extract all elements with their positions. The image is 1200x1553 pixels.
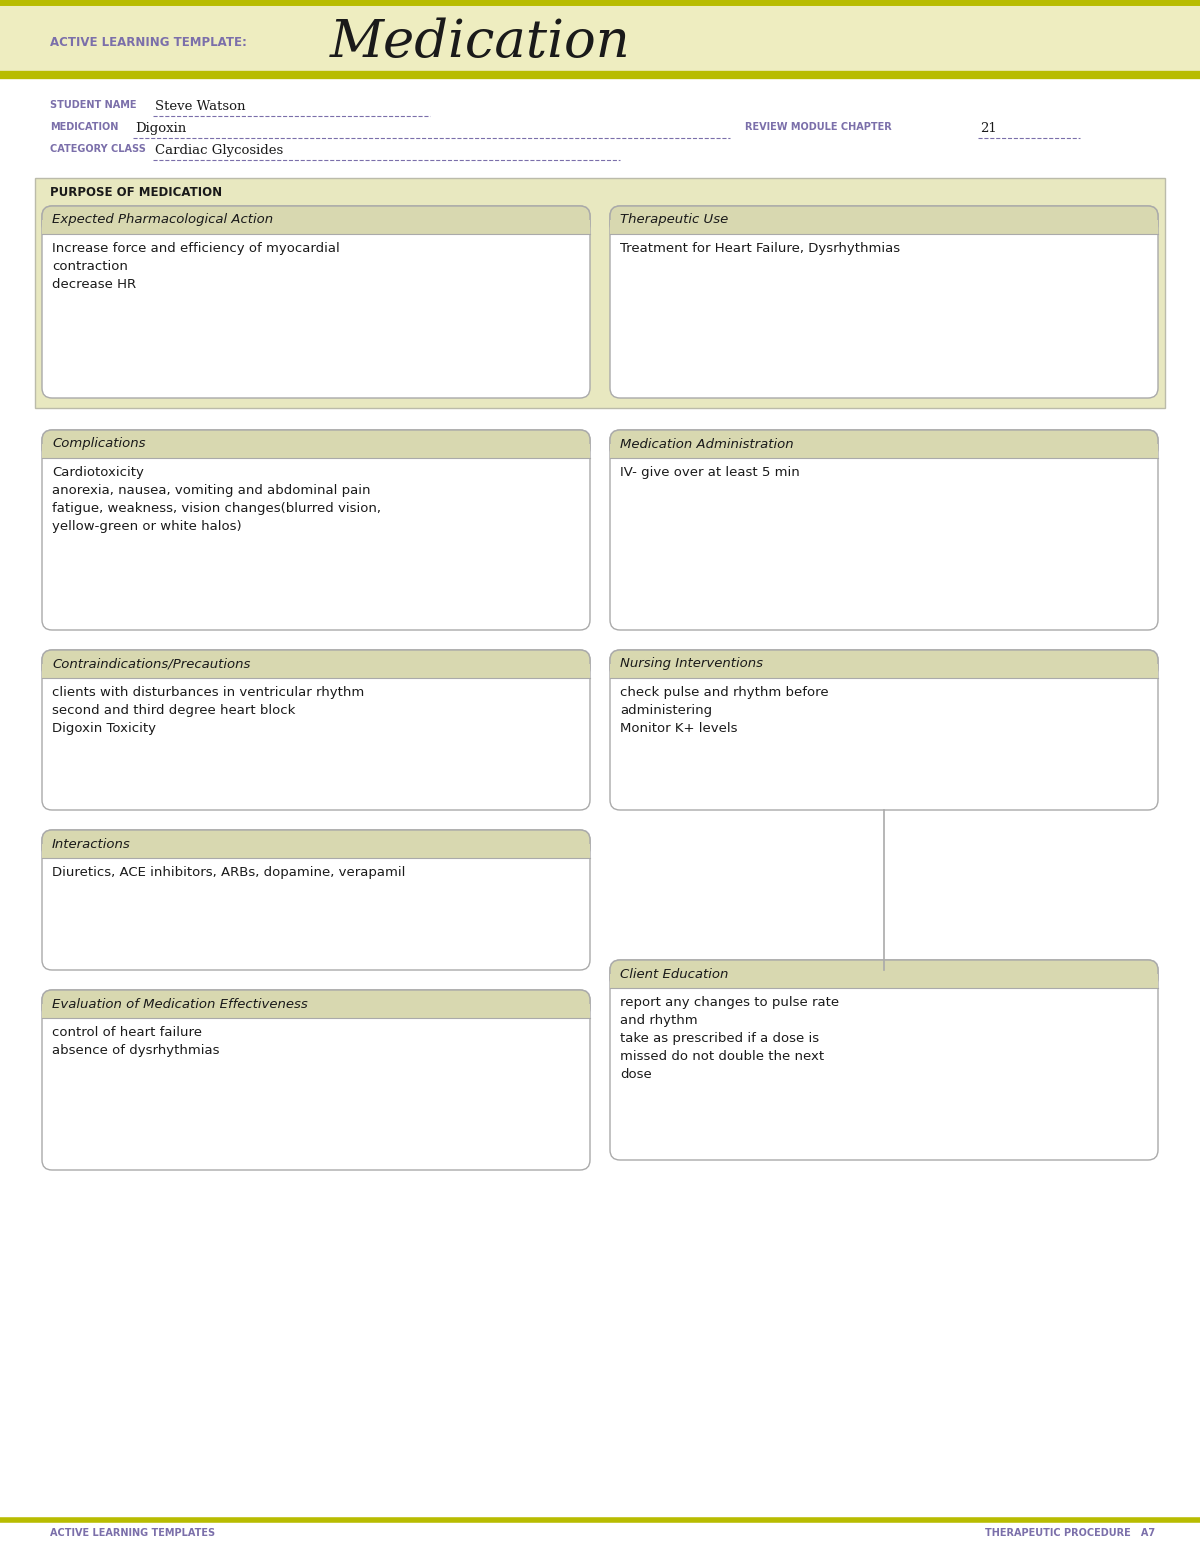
Text: Steve Watson: Steve Watson <box>155 99 246 113</box>
Bar <box>42 1003 590 1019</box>
Text: Diuretics, ACE inhibitors, ARBs, dopamine, verapamil: Diuretics, ACE inhibitors, ARBs, dopamin… <box>52 867 406 879</box>
FancyBboxPatch shape <box>42 651 590 679</box>
Bar <box>610 221 1158 235</box>
Text: MEDICATION: MEDICATION <box>50 123 119 132</box>
Text: Evaluation of Medication Effectiveness: Evaluation of Medication Effectiveness <box>52 997 307 1011</box>
FancyBboxPatch shape <box>610 651 1158 679</box>
Bar <box>610 444 1158 458</box>
FancyBboxPatch shape <box>42 829 590 971</box>
Text: STUDENT NAME: STUDENT NAME <box>50 99 137 110</box>
Text: clients with disturbances in ventricular rhythm
second and third degree heart bl: clients with disturbances in ventricular… <box>52 686 365 735</box>
Text: Expected Pharmacological Action: Expected Pharmacological Action <box>52 213 274 227</box>
FancyBboxPatch shape <box>42 430 590 458</box>
Text: Digoxin: Digoxin <box>134 123 186 135</box>
Bar <box>35 179 1165 408</box>
Bar <box>610 974 1158 988</box>
FancyBboxPatch shape <box>610 960 1158 1160</box>
Text: IV- give over at least 5 min: IV- give over at least 5 min <box>620 466 799 478</box>
FancyBboxPatch shape <box>42 989 590 1169</box>
FancyBboxPatch shape <box>610 430 1158 458</box>
Bar <box>42 665 590 679</box>
FancyBboxPatch shape <box>610 207 1158 398</box>
Text: PURPOSE OF MEDICATION: PURPOSE OF MEDICATION <box>50 186 222 199</box>
FancyBboxPatch shape <box>42 207 590 398</box>
Text: Cardiac Glycosides: Cardiac Glycosides <box>155 144 283 157</box>
Text: Nursing Interventions: Nursing Interventions <box>620 657 763 671</box>
FancyBboxPatch shape <box>610 960 1158 988</box>
Text: check pulse and rhythm before
administering
Monitor K+ levels: check pulse and rhythm before administer… <box>620 686 829 735</box>
Text: Medication Administration: Medication Administration <box>620 438 793 450</box>
FancyBboxPatch shape <box>610 430 1158 631</box>
Text: Therapeutic Use: Therapeutic Use <box>620 213 728 227</box>
FancyBboxPatch shape <box>42 989 590 1019</box>
Text: Increase force and efficiency of myocardial
contraction
decrease HR: Increase force and efficiency of myocard… <box>52 242 340 290</box>
Text: ACTIVE LEARNING TEMPLATE:: ACTIVE LEARNING TEMPLATE: <box>50 36 247 48</box>
Bar <box>42 843 590 857</box>
FancyBboxPatch shape <box>42 207 590 235</box>
Bar <box>610 665 1158 679</box>
Text: Complications: Complications <box>52 438 145 450</box>
Text: Interactions: Interactions <box>52 837 131 851</box>
FancyBboxPatch shape <box>610 651 1158 811</box>
Text: report any changes to pulse rate
and rhythm
take as prescribed if a dose is
miss: report any changes to pulse rate and rhy… <box>620 995 839 1081</box>
Text: control of heart failure
absence of dysrhythmias: control of heart failure absence of dysr… <box>52 1027 220 1058</box>
Text: Cardiotoxicity
anorexia, nausea, vomiting and abdominal pain
fatigue, weakness, : Cardiotoxicity anorexia, nausea, vomitin… <box>52 466 382 533</box>
Text: Contraindications/Precautions: Contraindications/Precautions <box>52 657 251 671</box>
Text: Medication: Medication <box>330 17 631 68</box>
FancyBboxPatch shape <box>42 651 590 811</box>
Text: 21: 21 <box>980 123 997 135</box>
FancyBboxPatch shape <box>42 430 590 631</box>
Bar <box>42 444 590 458</box>
Text: ACTIVE LEARNING TEMPLATES: ACTIVE LEARNING TEMPLATES <box>50 1528 215 1537</box>
FancyBboxPatch shape <box>610 207 1158 235</box>
Bar <box>0 0 1200 75</box>
Text: CATEGORY CLASS: CATEGORY CLASS <box>50 144 146 154</box>
FancyBboxPatch shape <box>42 829 590 857</box>
Text: Treatment for Heart Failure, Dysrhythmias: Treatment for Heart Failure, Dysrhythmia… <box>620 242 900 255</box>
Text: Client Education: Client Education <box>620 968 728 980</box>
Bar <box>42 221 590 235</box>
Text: REVIEW MODULE CHAPTER: REVIEW MODULE CHAPTER <box>745 123 892 132</box>
Text: THERAPEUTIC PROCEDURE   A7: THERAPEUTIC PROCEDURE A7 <box>985 1528 1154 1537</box>
